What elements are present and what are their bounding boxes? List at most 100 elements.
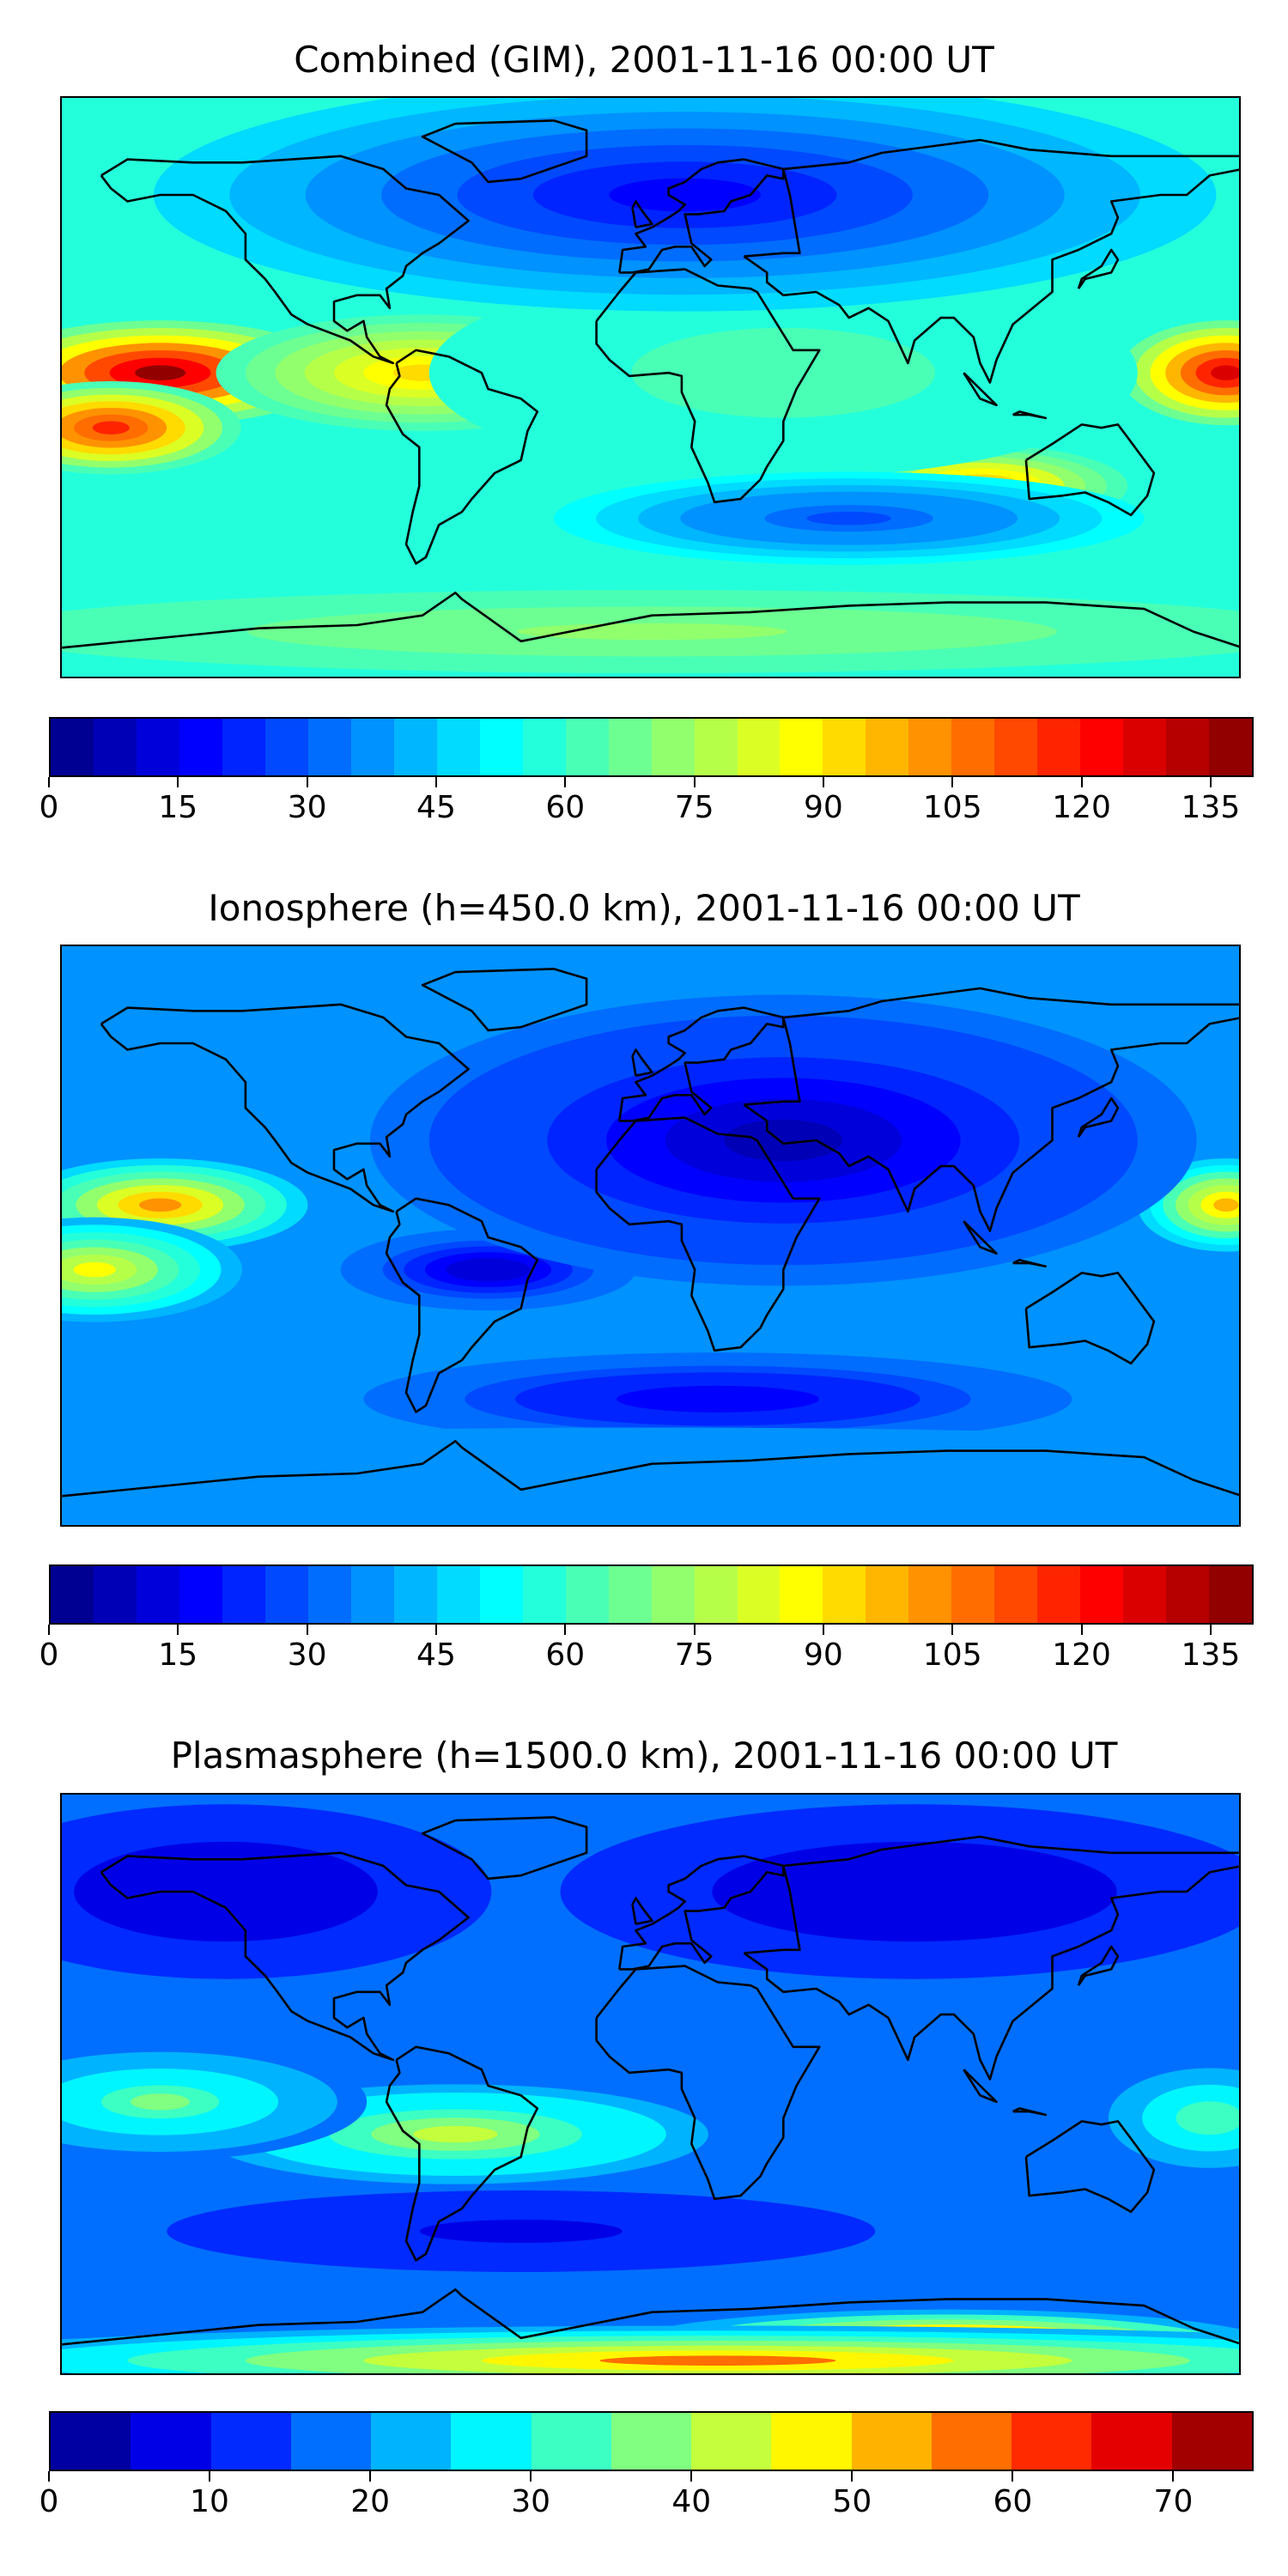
colorbar-tick [1012, 2471, 1014, 2482]
colorbar-segment [866, 1566, 909, 1623]
contour-band [806, 511, 891, 526]
coastline [631, 200, 653, 228]
coastline [618, 1006, 785, 1122]
colorbar-tick [822, 777, 824, 787]
colorbar-segment [136, 1566, 179, 1623]
coastline [100, 155, 470, 365]
colorbar-segment [51, 2413, 131, 2470]
colorbar-segment [691, 2413, 772, 2470]
coastline [1077, 1097, 1120, 1138]
colorbar-tick [434, 1625, 437, 1635]
colorbar-tick-label: 30 [511, 2484, 551, 2519]
colorbar-tick-label: 75 [674, 790, 714, 825]
colorbar-segment [93, 719, 137, 775]
colorbar-segment [737, 719, 781, 775]
colorbar-segment [694, 719, 738, 775]
colorbar-segment [393, 1566, 437, 1623]
coastline [963, 372, 998, 407]
colorbar-segment [908, 1566, 952, 1623]
contour-band [466, 1263, 510, 1276]
coastline [743, 138, 1239, 384]
coastline [100, 1851, 470, 2062]
colorbar-segment [436, 719, 480, 775]
coastline [631, 1048, 653, 1077]
colorbar-segment [93, 1566, 137, 1623]
colorbar-tick [690, 2471, 693, 2482]
heatmap-svg [62, 98, 1239, 677]
colorbar-segment [1080, 1566, 1124, 1623]
contour-band [470, 2225, 572, 2238]
contour-band [732, 357, 835, 388]
colorbar-segment [131, 2413, 211, 2470]
contour-band [609, 178, 762, 212]
colorbar-tick [48, 1625, 50, 1635]
colorbar-segment [771, 2413, 852, 2470]
coastline [421, 1816, 588, 1880]
contour-band [864, 1879, 965, 1905]
colorbar-segment [1209, 719, 1253, 775]
colorbar-tick [1172, 2471, 1175, 2482]
colorbar-segment [350, 719, 394, 775]
colorbar-segment [737, 1566, 781, 1623]
colorbar-ticks: 0 15 30 45 60 75 90 105 120 135 [39, 777, 1254, 829]
colorbar-segment [908, 719, 952, 775]
coastline [618, 158, 785, 274]
colorbar-tick-label: 60 [993, 2484, 1033, 2519]
coastline [1012, 2107, 1048, 2117]
colorbar-tick [306, 777, 308, 787]
contour-band [413, 2125, 498, 2143]
contour-band [1213, 1198, 1239, 1212]
colorbar-segment [307, 719, 351, 775]
coastline [743, 1835, 1239, 2081]
colorbar-segment [522, 1566, 566, 1623]
colorbar-segment [1091, 2413, 1172, 2470]
colorbar-tick [369, 2471, 372, 2482]
colorbar-segment [307, 1566, 351, 1623]
colorbar-tick-label: 90 [804, 1637, 843, 1673]
colorbar-tick [951, 1625, 954, 1635]
colorbar-segment [931, 2413, 1012, 2470]
coastline [1012, 410, 1048, 420]
coastline [595, 1965, 821, 2201]
colorbar-tick [1080, 1625, 1083, 1635]
colorbar-tick-label: 40 [671, 2484, 712, 2519]
coastline [385, 349, 539, 565]
colorbar-segment [350, 1566, 394, 1623]
coastline [62, 2287, 1239, 2346]
colorbar-tick [306, 1625, 308, 1635]
colorbar [49, 717, 1254, 777]
colorbar-segment [1209, 1566, 1253, 1623]
colorbar-segment [611, 2413, 692, 2470]
colorbar-segment [565, 719, 609, 775]
colorbar-tick [951, 777, 954, 787]
coastline [963, 2069, 998, 2104]
colorbar-segment [371, 2413, 452, 2470]
colorbar-tick-label: 0 [39, 790, 59, 825]
contour-band [599, 2355, 836, 2366]
coastline [1024, 1272, 1156, 1365]
colorbar-segment [951, 1566, 995, 1623]
colorbar-segment [51, 1566, 94, 1623]
map-plasmasphere [60, 1793, 1241, 2375]
coastline [1024, 423, 1156, 517]
colorbar-segment [608, 1566, 652, 1623]
colorbar-tick-label: 70 [1153, 2484, 1194, 2519]
colorbar-tick [1080, 777, 1083, 787]
colorbar-segment [780, 719, 823, 775]
colorbar-segment [1171, 2413, 1252, 2470]
colorbar-tick-label: 0 [39, 2484, 59, 2519]
contour-band [1211, 365, 1239, 380]
colorbar-segment [290, 2413, 372, 2470]
colorbar [49, 2411, 1254, 2471]
colorbar-tick [209, 2471, 211, 2482]
colorbar-segment [479, 1566, 523, 1623]
coastline [595, 268, 821, 504]
colorbar-segment [1037, 1566, 1081, 1623]
colorbar-tick-label: 60 [545, 790, 586, 825]
coastline [743, 987, 1239, 1232]
contour-band [73, 1261, 116, 1278]
heatmap-svg [62, 1795, 1239, 2373]
colorbar-tick-label: 50 [832, 2484, 872, 2519]
coastline [595, 1116, 821, 1352]
colorbar-segment [823, 1566, 866, 1623]
